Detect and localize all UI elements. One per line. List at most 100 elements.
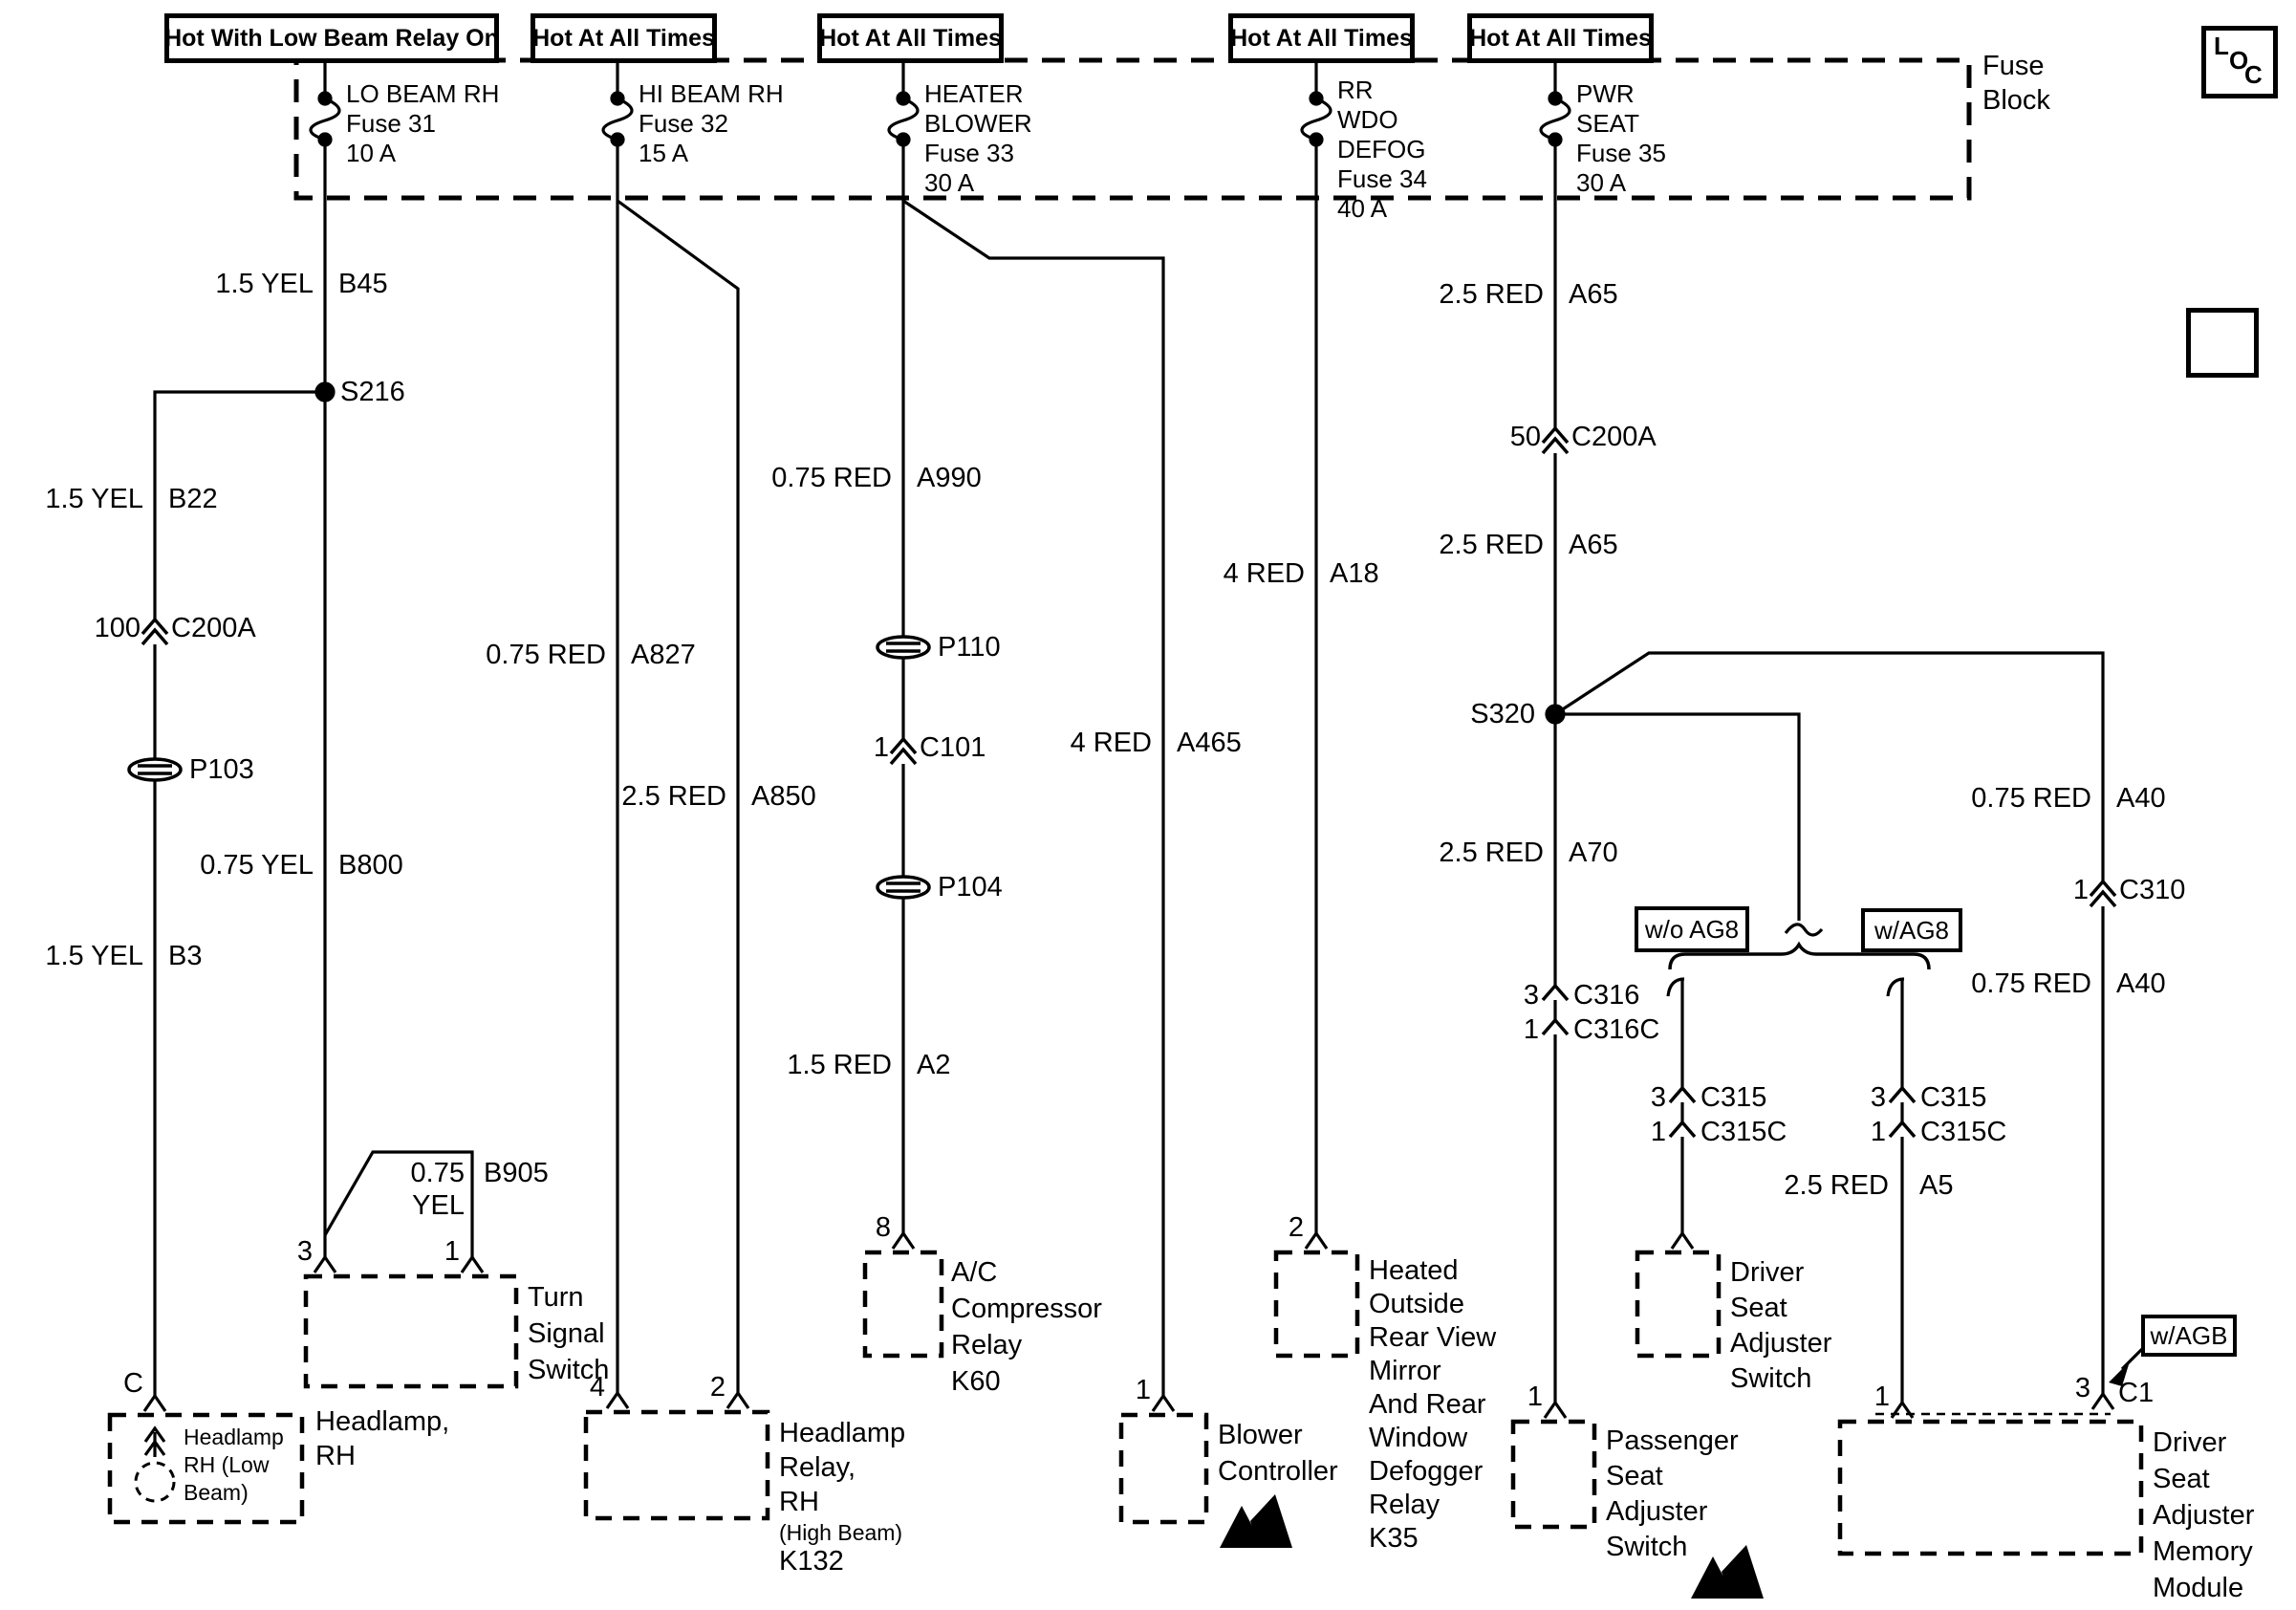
fuse34-name-2: WDO <box>1337 105 1398 134</box>
connector-c200a-right-symbol <box>1541 425 1570 455</box>
pin-turn-3: 3 <box>296 1236 313 1267</box>
wire-b800-circuit: B800 <box>338 850 403 881</box>
connector-c200a-right-id: C200A <box>1571 422 1657 452</box>
fuse33-rating: 30 A <box>924 168 975 197</box>
component-boxes <box>107 1250 2144 1556</box>
fuse-35-symbol <box>1539 91 1571 147</box>
memory-label-3: Adjuster <box>2153 1500 2255 1531</box>
wire-a18-gauge: 4 RED <box>1223 558 1305 589</box>
connector-c315-right-pin-a: 3 <box>1870 1082 1886 1113</box>
connector-c315-left-id-b: C315C <box>1700 1117 1787 1147</box>
wire-a990-gauge: 0.75 RED <box>771 463 892 493</box>
k60-label-2: Compressor <box>951 1294 1102 1324</box>
k35-label-8: Relay <box>1369 1490 1440 1520</box>
pin-memory-1: 1 <box>1874 1382 1890 1412</box>
fuse-31-symbol <box>309 91 341 147</box>
fuse32-rating: 15 A <box>639 139 689 167</box>
connector-c316-symbol <box>1541 983 1570 1036</box>
wire-a2-circuit: A2 <box>917 1050 951 1080</box>
fuse-34-symbol <box>1300 91 1332 147</box>
connector-c315-left-pin-a: 3 <box>1650 1082 1666 1113</box>
connector-c200a-right-pin: 50 <box>1509 422 1541 452</box>
driver-switch-box <box>1635 1250 1722 1359</box>
wire-a465-gauge: 4 RED <box>1070 728 1152 758</box>
passenger-label-3: Adjuster <box>1606 1496 1708 1527</box>
wire-b3-gauge: 1.5 YEL <box>45 941 143 971</box>
wire-a850 <box>617 199 750 1409</box>
connector-c315-left-pin-b: 1 <box>1650 1117 1666 1147</box>
headlamp-low-label-1: Headlamp, <box>315 1406 450 1437</box>
driver-switch-label-3: Adjuster <box>1730 1328 1832 1359</box>
loc-letter-l: L <box>2214 32 2229 60</box>
k35-label-3: Rear View <box>1369 1322 1497 1353</box>
rail-hot-with-low-beam-relay-on: Hot With Low Beam Relay On <box>164 13 499 63</box>
connector-c101-id: C101 <box>920 732 986 763</box>
connector-c200a-left-id: C200A <box>171 613 256 643</box>
rail-label: Hot At All Times <box>1469 24 1652 52</box>
connector-c315-right-pin-b: 1 <box>1870 1117 1886 1147</box>
connector-c316-id-b: C316C <box>1573 1014 1660 1045</box>
connector-c315-right-symbol <box>1888 1085 1917 1139</box>
wire-b905-circuit: B905 <box>484 1158 549 1188</box>
rail-hot-at-all-times-2: Hot At All Times <box>817 13 1004 63</box>
pin-headlamp-c: C <box>123 1368 143 1399</box>
k35-label-7: Defogger <box>1369 1456 1484 1487</box>
wire-a850-gauge: 2.5 RED <box>621 781 726 812</box>
wire-a18 <box>1304 54 1329 1250</box>
rail-hot-at-all-times-3: Hot At All Times <box>1228 13 1415 63</box>
wire-a65-a70 <box>1543 54 1568 1419</box>
loc-badge[interactable]: L O C <box>2201 26 2278 98</box>
k35-label-4: Mirror <box>1369 1356 1441 1386</box>
fuse-33-symbol <box>887 91 920 147</box>
wire-a990-circuit: A990 <box>917 463 982 493</box>
k35-label-6: Window <box>1369 1423 1468 1453</box>
esd-icon-blower <box>1220 1494 1292 1548</box>
wire-a40-lower-gauge: 0.75 RED <box>1971 968 2091 999</box>
fuse-block-border <box>293 57 1972 201</box>
option-w-ag8: w/AG8 <box>1861 908 1962 952</box>
connector-c1-label: C1 <box>2118 1378 2155 1408</box>
grommet-p104-label: P104 <box>938 872 1003 903</box>
wire-a18-circuit: A18 <box>1330 558 1379 589</box>
back-arrow-badge[interactable] <box>2186 308 2259 378</box>
wire-b45-gauge: 1.5 YEL <box>215 269 314 299</box>
passenger-switch-box <box>1510 1419 1597 1530</box>
headlamp-low-inside-2: RH (Low <box>184 1452 270 1477</box>
break-squiggle <box>1784 923 1824 937</box>
turn-signal-box <box>303 1273 519 1389</box>
connector-c315-left-symbol <box>1668 1085 1697 1139</box>
connector-c315-right-id-a: C315 <box>1920 1082 1987 1113</box>
connector-c316-id-a: C316 <box>1573 980 1640 1011</box>
rail-label: Hot At All Times <box>532 24 715 52</box>
wire-b45-b800 <box>313 54 337 1273</box>
fuse35-id: Fuse 35 <box>1576 139 1666 167</box>
headlamp-low-box <box>107 1412 305 1525</box>
headlamp-low-inside-3: Beam) <box>184 1480 249 1505</box>
fuse35-name-1: PWR <box>1576 79 1635 108</box>
fuse35-name-2: SEAT <box>1576 109 1639 138</box>
wire-a40-lower-circuit: A40 <box>2116 968 2166 999</box>
wire-a70-circuit: A70 <box>1569 838 1618 868</box>
pin-blower-1: 1 <box>1135 1375 1151 1405</box>
k60-label-4: K60 <box>951 1366 1001 1397</box>
k35-label-2: Outside <box>1369 1289 1464 1319</box>
connector-c310-id: C310 <box>2119 875 2186 905</box>
wire-a65-lower-gauge: 2.5 RED <box>1439 530 1544 560</box>
grommet-p103-label: P103 <box>189 754 254 785</box>
fuse31-rating: 10 A <box>346 139 397 167</box>
connector-c200a-left-pin: 100 <box>94 613 141 643</box>
connector-c310-symbol <box>2089 879 2117 908</box>
fuse-symbols <box>309 91 1571 147</box>
driver-switch-label-2: Seat <box>1730 1293 1787 1323</box>
wire-option-feed <box>1555 712 1931 970</box>
wire-a40 <box>1554 651 2115 1410</box>
turn-signal-label-1: Turn <box>528 1282 584 1313</box>
wire-a850-circuit: A850 <box>751 781 816 812</box>
driver-switch-label-4: Switch <box>1730 1363 1812 1394</box>
wire-b905 <box>323 1150 485 1273</box>
wire-a465 <box>902 199 1176 1412</box>
connector-symbols <box>141 425 2117 1139</box>
wire-b905-gauge: 0.75 <box>410 1158 465 1188</box>
k132-label-1: Headlamp <box>779 1418 906 1448</box>
splice-s216-label: S216 <box>340 377 405 407</box>
